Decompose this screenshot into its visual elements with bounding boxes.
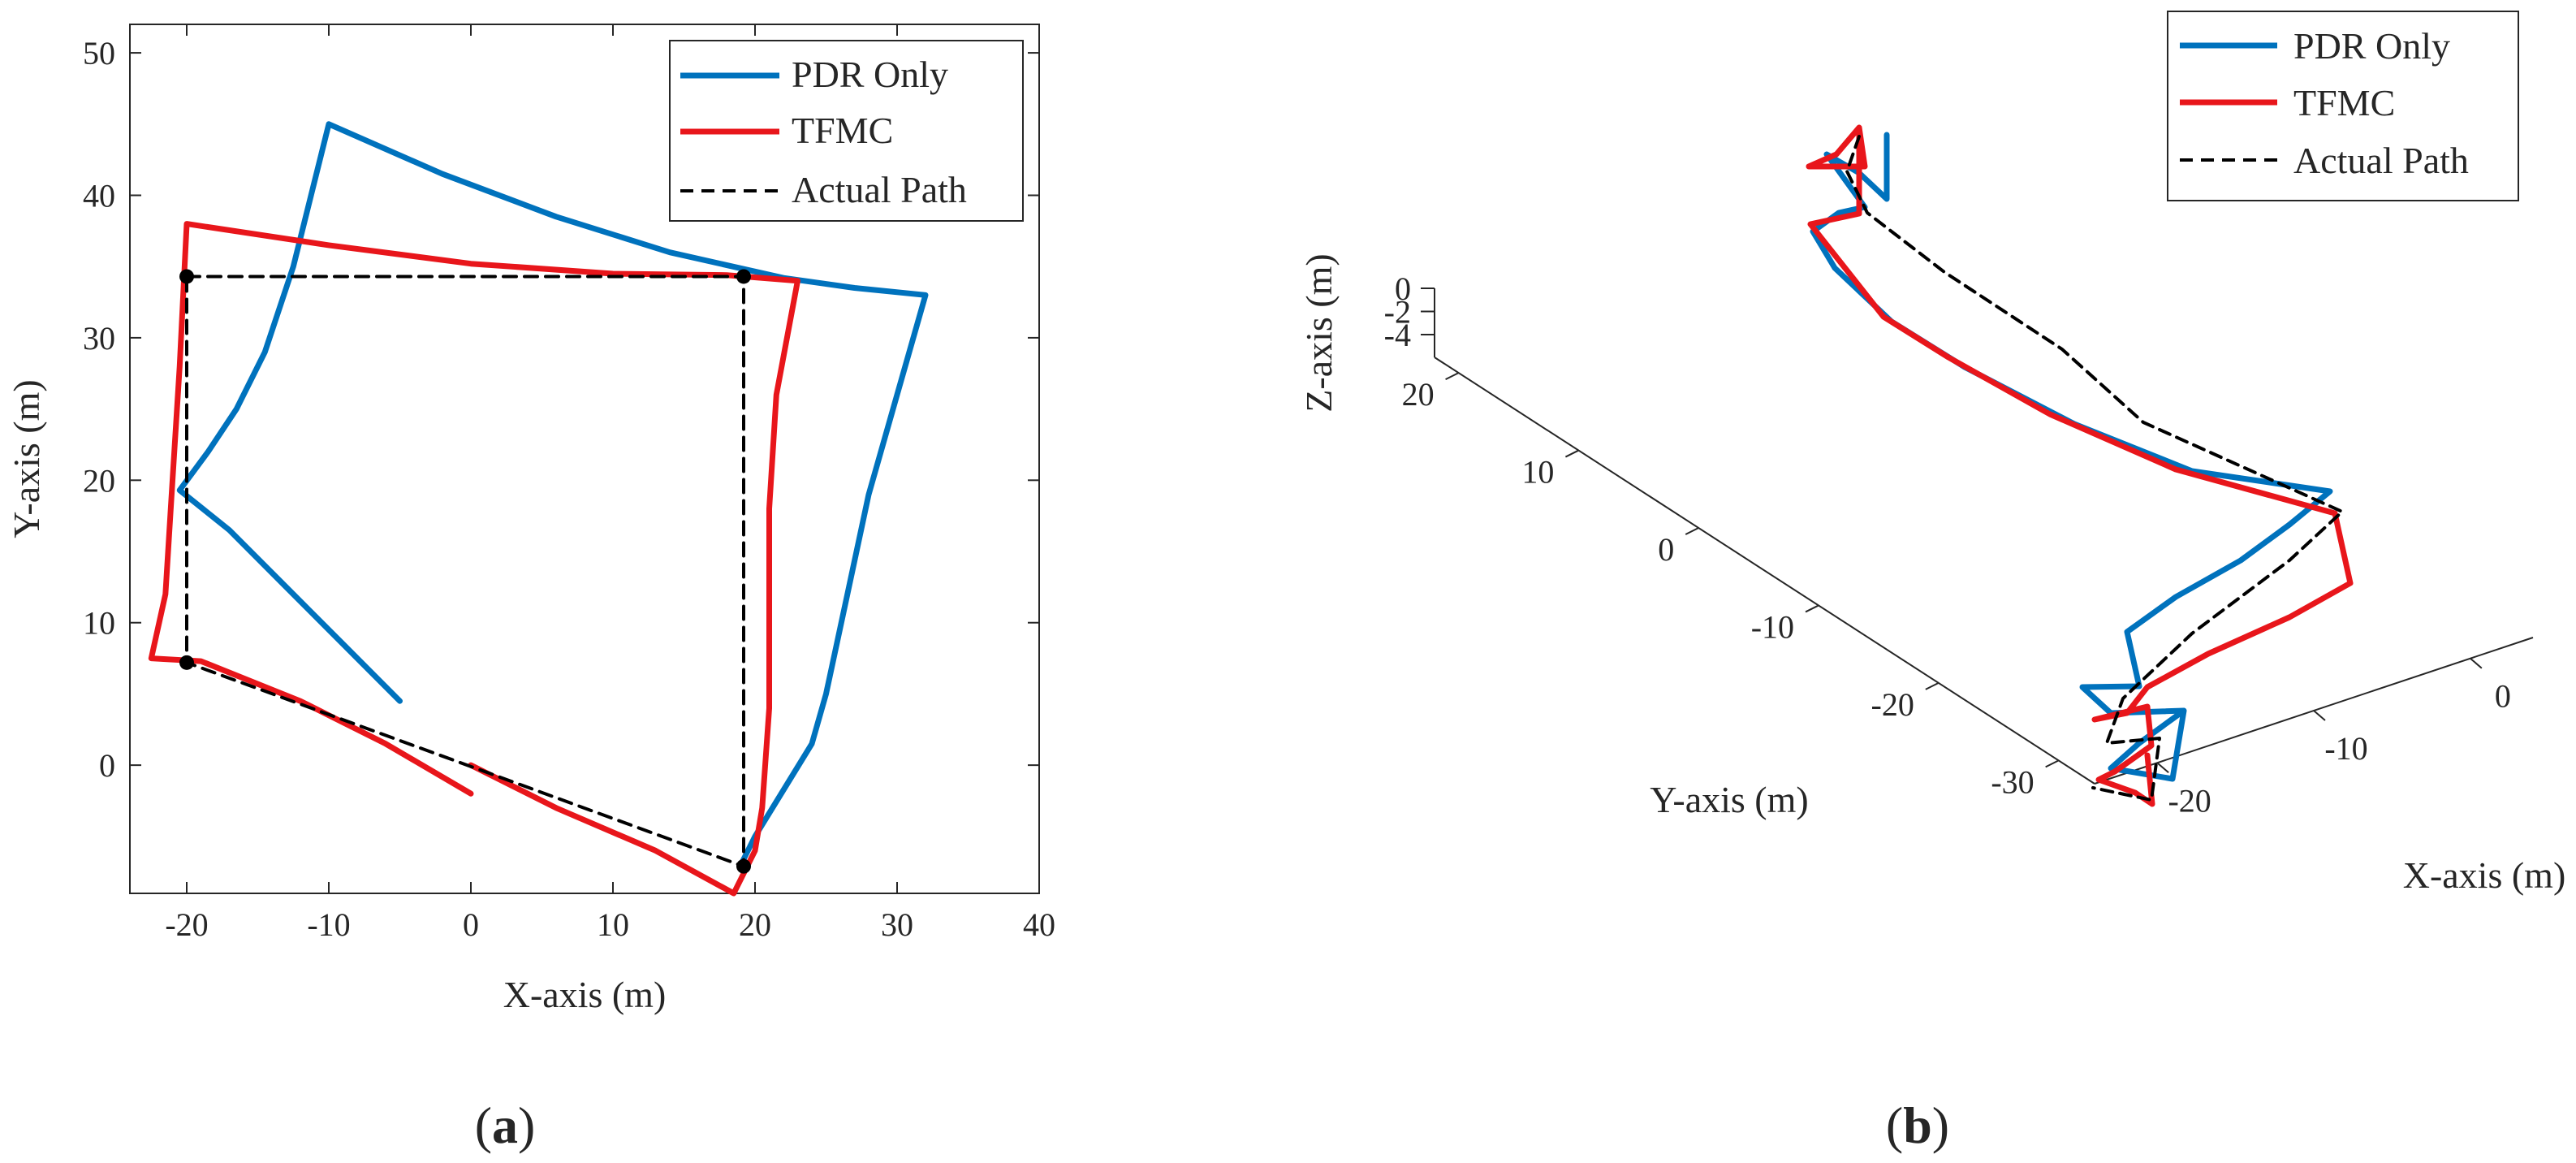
legend-label-tfmc-a: TFMC xyxy=(792,110,893,151)
legend-label-tfmc-b: TFMC xyxy=(2293,82,2395,123)
x-axis-label-b: X-axis (m) xyxy=(2403,854,2566,896)
y-tick-b xyxy=(1805,604,1819,613)
y-axis-line-b xyxy=(1434,357,2095,785)
y-tick-label-a: 40 xyxy=(83,177,115,214)
x-tick-label-a: 20 xyxy=(739,906,771,943)
panel-a-series xyxy=(148,121,929,897)
y-tick-b xyxy=(1564,449,1579,458)
corner-marker-a xyxy=(179,655,194,670)
panel-a-ticks: -20 -10 0 10 20 30 40 0 10 20 30 40 50 xyxy=(83,24,1055,943)
x-tick-label-a: 30 xyxy=(881,906,913,943)
pdr-line-a xyxy=(176,121,929,868)
x-tick-label-a: 10 xyxy=(597,906,629,943)
x-tick-label-b: -20 xyxy=(2168,782,2211,819)
panel-b-axes xyxy=(1434,288,2534,785)
tfmc-line-a xyxy=(148,221,800,897)
y-tick-b xyxy=(1925,682,1940,690)
y-tick-b xyxy=(1445,372,1460,380)
z-tick-label-b: -4 xyxy=(1384,317,1411,353)
y-tick-label-b: 0 xyxy=(1658,531,1674,568)
x-tick-label-a: -10 xyxy=(307,906,350,943)
corner-marker-a xyxy=(736,269,751,284)
legend-label-pdr-a: PDR Only xyxy=(792,54,948,95)
x-tick-label-a: 40 xyxy=(1023,906,1055,943)
y-tick-label-b: -30 xyxy=(1991,763,2034,800)
panel-a-chart: -20 -10 0 10 20 30 40 0 10 20 30 40 50 PDR Only TFMC… xyxy=(6,24,1055,1154)
legend-a: PDR Only TFMC Actual Path xyxy=(669,40,1024,222)
x-tick-b xyxy=(2156,762,2169,774)
x-tick-b xyxy=(2313,710,2326,721)
x-tick-label-b: -10 xyxy=(2324,730,2367,767)
legend-label-pdr-b: PDR Only xyxy=(2293,25,2450,67)
legend-label-actual-b: Actual Path xyxy=(2293,140,2469,181)
y-tick-label-a: 30 xyxy=(83,320,115,357)
y-tick-label-a: 0 xyxy=(99,747,115,784)
z-tick-label-b: 0 xyxy=(1395,270,1411,307)
tfmc-line-b xyxy=(1806,124,2354,807)
x-tick-label-a: 0 xyxy=(463,906,479,943)
y-tick-label-a: 10 xyxy=(83,605,115,642)
y-tick-label-a: 20 xyxy=(83,462,115,499)
y-axis-label-a: Y-axis (m) xyxy=(6,379,47,538)
x-axis-label-a: X-axis (m) xyxy=(503,974,667,1015)
y-tick-label-b: -10 xyxy=(1751,608,1794,645)
panel-label-a: (a) xyxy=(475,1096,536,1154)
z-axis-label-b: Z-axis (m) xyxy=(1298,253,1340,412)
y-axis-label-b: Y-axis (m) xyxy=(1650,779,1808,820)
panel-label-b: (b) xyxy=(1886,1096,1949,1154)
x-tick-b xyxy=(2470,657,2483,669)
y-tick-b xyxy=(2045,759,2060,768)
corner-marker-a xyxy=(736,858,751,874)
y-tick-label-b: -20 xyxy=(1871,686,1914,723)
x-tick-label-b: 0 xyxy=(2495,678,2511,715)
x-tick-label-a: -20 xyxy=(165,906,208,943)
y-tick-label-b: 10 xyxy=(1521,454,1554,491)
actual-line-b xyxy=(1845,135,2344,802)
y-tick-label-b: 20 xyxy=(1402,376,1435,413)
z-tick-label-b: -2 xyxy=(1384,294,1411,331)
panel-b-series xyxy=(1806,124,2354,807)
legend-label-actual-a: Actual Path xyxy=(792,169,967,210)
y-tick-label-a: 50 xyxy=(83,35,115,71)
y-tick-b xyxy=(1685,527,1699,535)
legend-b: PDR Only TFMC Actual Path xyxy=(2167,11,2519,201)
corner-marker-a xyxy=(179,269,194,284)
